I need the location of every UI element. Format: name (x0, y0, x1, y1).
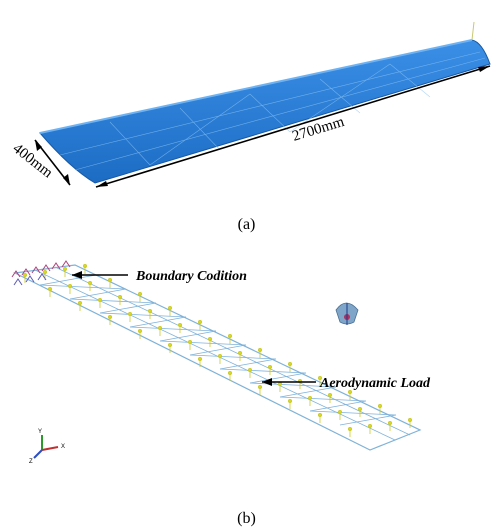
figure-a-caption: (a) (237, 216, 256, 233)
callout-boundary-label: Boundary Codition (135, 269, 247, 284)
callout-load-arrow (262, 378, 316, 386)
dimension-width-label: 400mm (10, 141, 56, 182)
wing-surface (39, 39, 491, 184)
callout-load-label: Aerodynamic Load (319, 376, 431, 391)
wing-surface-lines (59, 51, 486, 171)
dimension-line-length (95, 65, 491, 188)
callout-boundary-arrow (72, 271, 128, 279)
wing-leading-edge (39, 39, 473, 134)
figure-a-wing-model: 2700mm 400mm (10, 21, 491, 188)
tip-marker (471, 21, 475, 41)
triad-z-label: Z (29, 459, 33, 465)
figure-b-fe-model: Boundary Codition Aerodynamic Load Y X Z (11, 260, 431, 465)
triad-y-label: Y (38, 429, 42, 435)
triad-x-label: X (61, 444, 65, 450)
view-orientation-icon (335, 302, 359, 325)
fe-mesh (12, 264, 422, 451)
figure-b-caption: (b) (237, 510, 256, 527)
dimension-line-width (34, 139, 71, 186)
coordinate-triad: Y X Z (29, 429, 65, 465)
boundary-constraint-markers (11, 260, 71, 286)
